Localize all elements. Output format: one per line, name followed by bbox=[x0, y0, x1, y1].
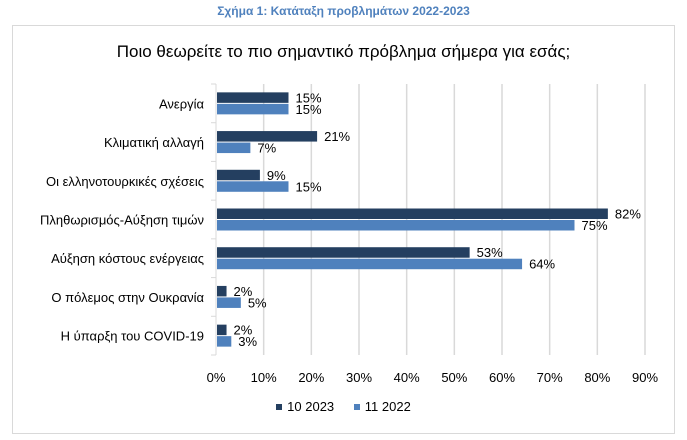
legend-item-10-2023: 10 2023 bbox=[276, 399, 334, 414]
legend: 10 2023 11 2022 bbox=[0, 399, 687, 414]
bar-10-2023 bbox=[217, 131, 318, 142]
x-tick-label: 20% bbox=[298, 370, 324, 385]
bar-11-2022 bbox=[217, 297, 241, 308]
data-label: 3% bbox=[238, 334, 257, 349]
data-label: 21% bbox=[324, 129, 350, 144]
category-label: Πληθωρισμός-Αύξηση τιμών bbox=[40, 213, 204, 228]
category-label: Η ύπαρξη του COVID-19 bbox=[61, 329, 204, 344]
bar-10-2023 bbox=[217, 208, 608, 219]
x-tick-label: 60% bbox=[489, 370, 515, 385]
x-tick-label: 90% bbox=[632, 370, 658, 385]
bar-10-2023 bbox=[217, 324, 227, 336]
x-tick-label: 40% bbox=[394, 370, 420, 385]
category-label: Κλιματική αλλαγή bbox=[104, 135, 204, 150]
figure-title: Σχήμα 1: Κατάταξη προβλημάτων 2022-2023 bbox=[217, 4, 470, 18]
legend-label: 11 2022 bbox=[364, 399, 411, 414]
bar-11-2022 bbox=[217, 336, 232, 347]
bar-10-2023 bbox=[217, 169, 260, 181]
data-label: 82% bbox=[615, 207, 641, 222]
legend-swatch bbox=[353, 403, 360, 410]
data-label: 64% bbox=[529, 257, 555, 272]
x-tick-label: 80% bbox=[584, 370, 610, 385]
bar-11-2022 bbox=[217, 181, 289, 192]
bar-10-2023 bbox=[217, 92, 289, 103]
category-label: Ο πόλεμος στην Ουκρανία bbox=[51, 290, 204, 305]
data-label: 5% bbox=[248, 295, 267, 310]
x-tick-label: 0% bbox=[207, 370, 226, 385]
x-tick-label: 10% bbox=[251, 370, 277, 385]
x-tick-label: 30% bbox=[346, 370, 372, 385]
category-label: Οι ελληνοτουρκικές σχέσεις bbox=[46, 174, 204, 189]
data-label: 15% bbox=[296, 90, 322, 105]
bar-11-2022 bbox=[217, 220, 575, 231]
data-label: 2% bbox=[234, 284, 253, 299]
data-label: 7% bbox=[257, 141, 276, 156]
legend-item-11-2022: 11 2022 bbox=[353, 399, 411, 414]
bar-11-2022 bbox=[217, 142, 251, 154]
data-label: 15% bbox=[296, 102, 322, 117]
data-label: 9% bbox=[267, 168, 286, 183]
x-tick-label: 50% bbox=[441, 370, 467, 385]
bar-10-2023 bbox=[217, 247, 470, 258]
category-label: Αύξηση κόστους ενέργειας bbox=[51, 251, 204, 266]
legend-swatch bbox=[276, 403, 283, 410]
data-label: 75% bbox=[582, 218, 608, 233]
x-tick-label: 70% bbox=[537, 370, 563, 385]
legend-label: 10 2023 bbox=[287, 399, 335, 414]
data-label: 53% bbox=[477, 245, 503, 260]
data-label: 15% bbox=[296, 179, 322, 194]
data-label: 2% bbox=[234, 323, 253, 338]
bar-10-2023 bbox=[217, 285, 227, 297]
chart-title: Ποιο θεωρείτε το πιο σημαντικό πρόβλημα … bbox=[116, 42, 571, 61]
bar-11-2022 bbox=[217, 103, 289, 115]
category-label: Ανεργία bbox=[159, 96, 205, 111]
bar-11-2022 bbox=[217, 258, 523, 270]
